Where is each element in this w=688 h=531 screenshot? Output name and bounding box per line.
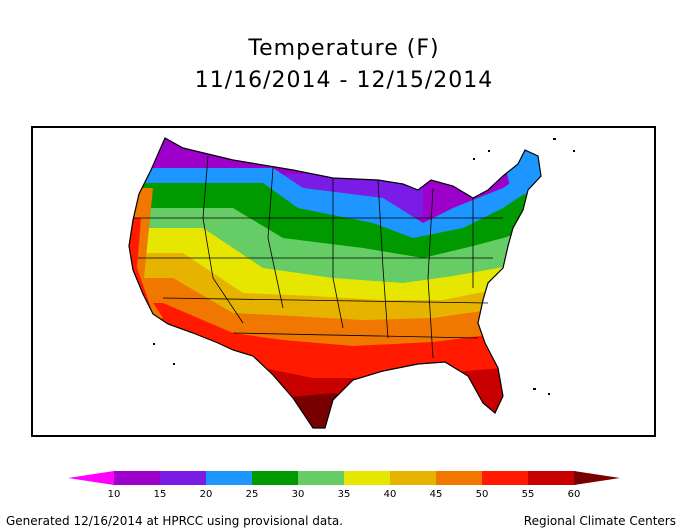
map-panel (31, 126, 656, 437)
legend-tick-label: 30 (291, 489, 305, 500)
legend-swatch (482, 471, 529, 485)
legend-swatch (298, 471, 345, 485)
temperature-map (128, 137, 575, 429)
legend-swatch (528, 471, 575, 485)
legend-arrow-low (68, 471, 114, 485)
state-borders (128, 137, 542, 429)
legend-tick-label: 20 (199, 489, 213, 500)
legend-swatch (344, 471, 391, 485)
legend-tick-label: 45 (429, 489, 443, 500)
legend-swatch (206, 471, 253, 485)
legend-arrow-high (574, 471, 620, 485)
legend-tick-label: 60 (567, 489, 581, 500)
legend-tick-label: 55 (521, 489, 535, 500)
legend-swatch (252, 471, 299, 485)
source-credit: Regional Climate Centers (523, 514, 676, 528)
legend-tick-label: 15 (153, 489, 167, 500)
legend-tick-label: 50 (475, 489, 489, 500)
legend-swatch (436, 471, 483, 485)
map-title: Temperature (F) (248, 36, 440, 61)
legend-swatch (114, 471, 161, 485)
generated-note: Generated 12/16/2014 at HPRCC using prov… (6, 514, 344, 528)
legend-tick-label: 40 (383, 489, 397, 500)
coastline-details (153, 138, 575, 395)
legend-tick-label: 25 (245, 489, 259, 500)
legend-tick-label: 10 (107, 489, 121, 500)
temperature-bands (129, 138, 541, 428)
legend-tick-label: 35 (337, 489, 351, 500)
date-range: 11/16/2014 - 12/15/2014 (194, 68, 494, 93)
legend-swatch (390, 471, 437, 485)
color-legend (68, 471, 620, 485)
legend-swatch (160, 471, 207, 485)
